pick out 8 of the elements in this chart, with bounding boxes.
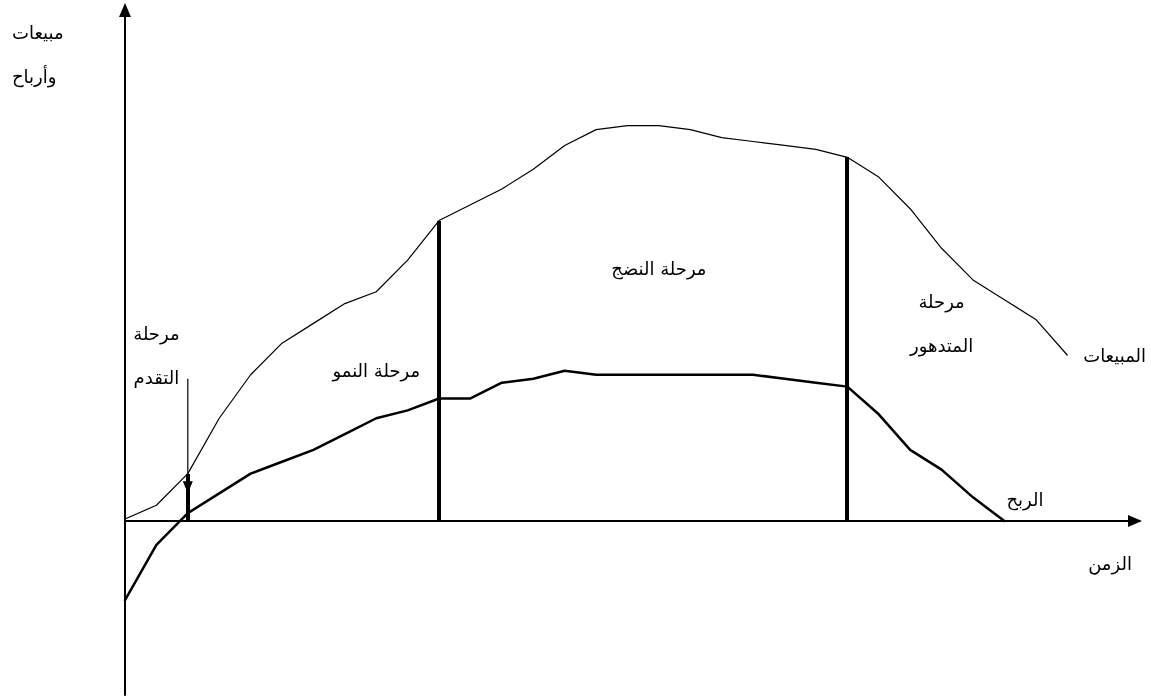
- text: مرحلة التقدم: [133, 322, 180, 388]
- text: مبيعات وأرباح: [12, 21, 64, 87]
- x-axis-title: الزمن: [1088, 552, 1132, 575]
- annotation: مرحلة النمو: [331, 360, 421, 383]
- series-label: المبيعات: [1083, 344, 1147, 366]
- series-label: الربح: [1006, 488, 1044, 511]
- text: مرحلة المتدهور: [909, 290, 974, 356]
- annotation: مرحلة النضج: [611, 257, 707, 280]
